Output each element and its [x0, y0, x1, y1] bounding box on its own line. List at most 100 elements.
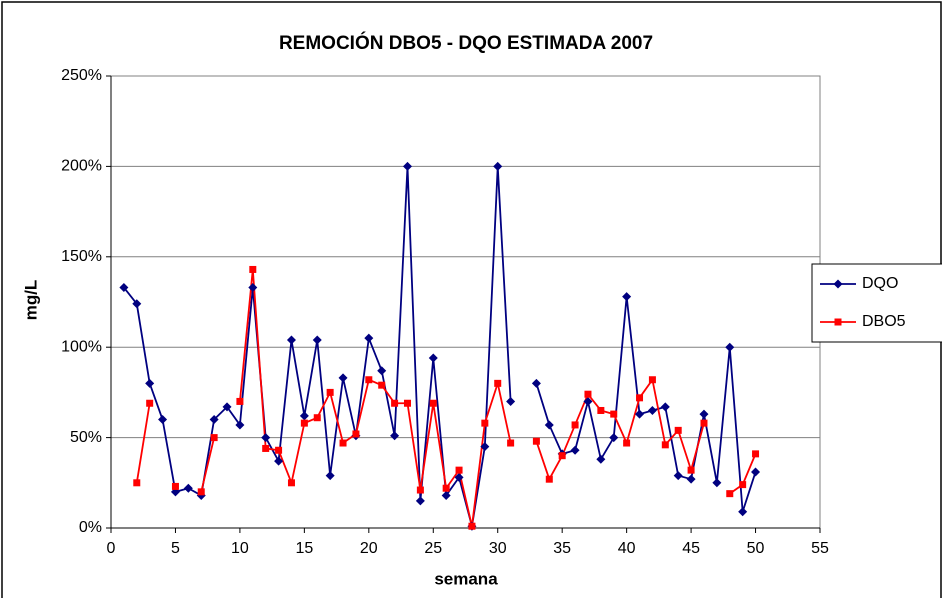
data-point [751, 467, 761, 477]
y-axis-title: mg/L [21, 280, 40, 321]
data-point [312, 335, 322, 345]
x-tick-label: 20 [360, 540, 378, 557]
x-tick-label: 30 [489, 540, 507, 557]
data-point [686, 474, 696, 484]
y-tick-label: 0% [79, 519, 102, 536]
data-point [687, 466, 695, 474]
legend-marker [833, 279, 843, 289]
data-point [261, 433, 271, 443]
data-point [287, 479, 295, 487]
legend-marker [834, 318, 842, 326]
x-tick-label: 35 [553, 540, 571, 557]
data-point [597, 406, 605, 414]
data-point [570, 445, 580, 455]
data-point [700, 419, 708, 427]
x-tick-label: 0 [107, 540, 116, 557]
x-tick-label: 15 [295, 540, 313, 557]
data-point [183, 483, 193, 493]
data-point [299, 411, 309, 421]
data-point [635, 409, 645, 419]
x-tick-label: 40 [618, 540, 636, 557]
data-point [725, 342, 735, 352]
data-point [660, 402, 670, 412]
legend: DQO DBO5 [811, 263, 942, 343]
data-point [236, 397, 244, 405]
x-tick-label: 45 [682, 540, 700, 557]
data-point [647, 405, 657, 415]
data-point [726, 490, 734, 498]
y-tick-label: 200% [61, 158, 102, 175]
data-point [364, 333, 374, 343]
legend-box [811, 263, 942, 343]
data-point [313, 414, 321, 422]
data-point [455, 466, 463, 474]
data-point [146, 399, 154, 407]
data-point [132, 299, 142, 309]
data-point [752, 450, 760, 458]
y-tick-label: 150% [61, 248, 102, 265]
data-point [415, 496, 425, 506]
data-point [286, 335, 296, 345]
data-point [623, 439, 631, 447]
x-tick-label: 10 [231, 540, 249, 557]
series-line [135, 268, 757, 528]
data-point [454, 472, 464, 482]
data-point [531, 378, 541, 388]
data-point [558, 452, 566, 460]
data-point [596, 454, 606, 464]
data-point [416, 486, 424, 494]
data-point [158, 415, 168, 425]
x-axis-title: semana [434, 569, 498, 588]
data-point [544, 420, 554, 430]
data-point [738, 507, 748, 517]
data-point [545, 475, 553, 483]
y-tick-label: 250% [61, 67, 102, 84]
data-point [378, 381, 386, 389]
data-point [609, 433, 619, 443]
data-point [441, 490, 451, 500]
data-point [532, 437, 540, 445]
data-point [583, 396, 593, 406]
x-tick-label: 55 [811, 540, 829, 557]
data-point [377, 366, 387, 376]
data-point [429, 399, 437, 407]
data-point [739, 481, 747, 489]
data-point [584, 390, 592, 398]
data-point [390, 431, 400, 441]
data-point [209, 415, 219, 425]
data-point [338, 373, 348, 383]
data-point [442, 484, 450, 492]
data-point [507, 439, 515, 447]
data-point [133, 479, 141, 487]
x-tick-label: 5 [171, 540, 180, 557]
legend-label: DQO [862, 275, 898, 292]
data-point [391, 399, 399, 407]
y-tick-label: 100% [61, 338, 102, 355]
data-point [403, 399, 411, 407]
data-point [365, 376, 373, 384]
data-point [210, 434, 218, 442]
data-point [481, 419, 489, 427]
data-point [712, 478, 722, 488]
y-tick-label: 50% [70, 429, 102, 446]
data-point [171, 482, 179, 490]
data-point [480, 442, 490, 452]
data-point [119, 283, 129, 293]
x-tick-label: 50 [747, 540, 765, 557]
data-point [222, 402, 232, 412]
data-point [636, 394, 644, 402]
legend-label: DBO5 [862, 313, 906, 330]
plot-area [110, 75, 821, 529]
data-point [428, 353, 438, 363]
data-point [506, 396, 516, 406]
data-point [571, 421, 579, 429]
data-point [326, 388, 334, 396]
data-point [468, 522, 476, 530]
data-point [300, 419, 308, 427]
data-point [493, 161, 503, 171]
chart-title: REMOCIÓN DBO5 - DQO ESTIMADA 2007 [279, 32, 653, 54]
data-point [673, 471, 683, 481]
data-point [274, 456, 284, 466]
data-point [622, 292, 632, 302]
